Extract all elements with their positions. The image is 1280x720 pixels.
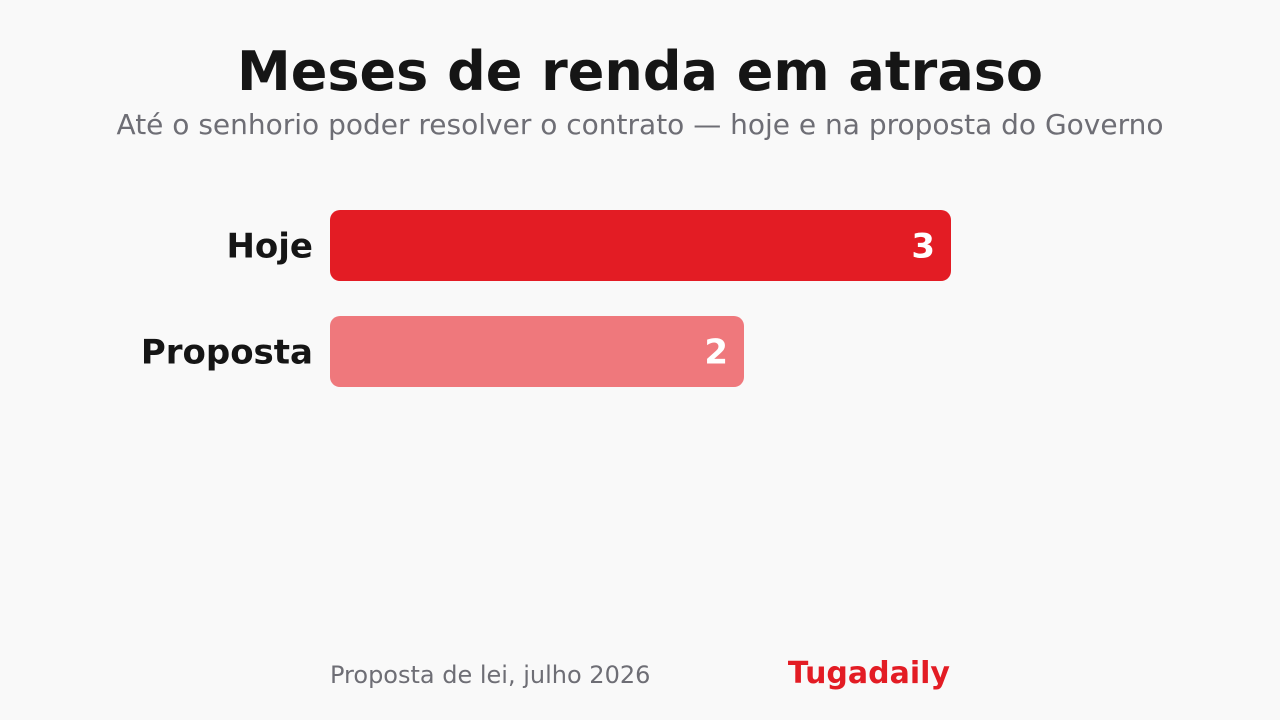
- source-note: Proposta de lei, julho 2026: [330, 661, 651, 689]
- brand-logo: Tugadaily: [787, 656, 950, 691]
- category-label-proposta: Proposta: [141, 333, 313, 373]
- bar-hoje: [330, 210, 951, 281]
- value-label-proposta: 2: [704, 333, 728, 373]
- category-label-hoje: Hoje: [226, 227, 313, 267]
- chart-title: Meses de renda em atraso: [237, 40, 1043, 103]
- value-label-hoje: 3: [911, 227, 935, 267]
- bar-proposta: [330, 316, 744, 387]
- chart-subtitle: Até o senhorio poder resolver o contrato…: [116, 108, 1164, 141]
